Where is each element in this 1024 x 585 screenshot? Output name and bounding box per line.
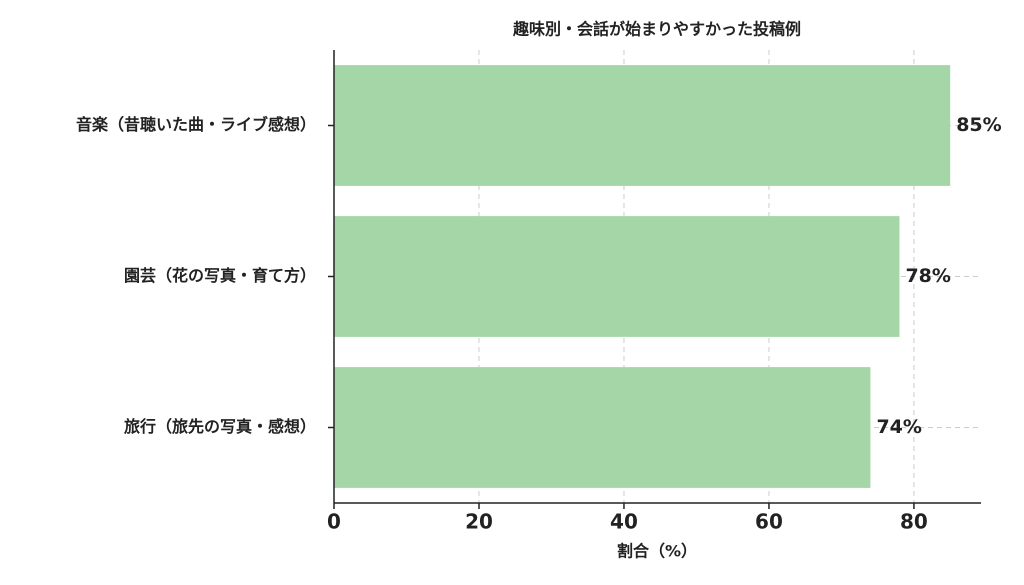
- bar: [334, 216, 900, 337]
- x-tick-label: 20: [465, 510, 493, 534]
- value-label: 74%: [876, 416, 921, 438]
- x-tick-label: 60: [755, 510, 783, 534]
- bar: [334, 65, 951, 186]
- y-tick-label: 旅行（旅先の写真・感想）: [124, 417, 316, 436]
- value-label: 78%: [905, 265, 950, 287]
- chart-title: 趣味別・会話が始まりやすかった投稿例: [512, 20, 801, 39]
- y-tick-label: 音楽（昔聴いた曲・ライブ感想）: [76, 115, 316, 134]
- x-axis-label: 割合（%）: [617, 542, 697, 561]
- value-label: 85%: [956, 114, 1001, 136]
- x-tick-label: 0: [327, 510, 341, 534]
- y-tick-label: 園芸（花の写真・育て方）: [124, 266, 316, 285]
- x-tick-label: 80: [900, 510, 928, 534]
- bar: [334, 367, 871, 488]
- x-tick-label: 40: [610, 510, 638, 534]
